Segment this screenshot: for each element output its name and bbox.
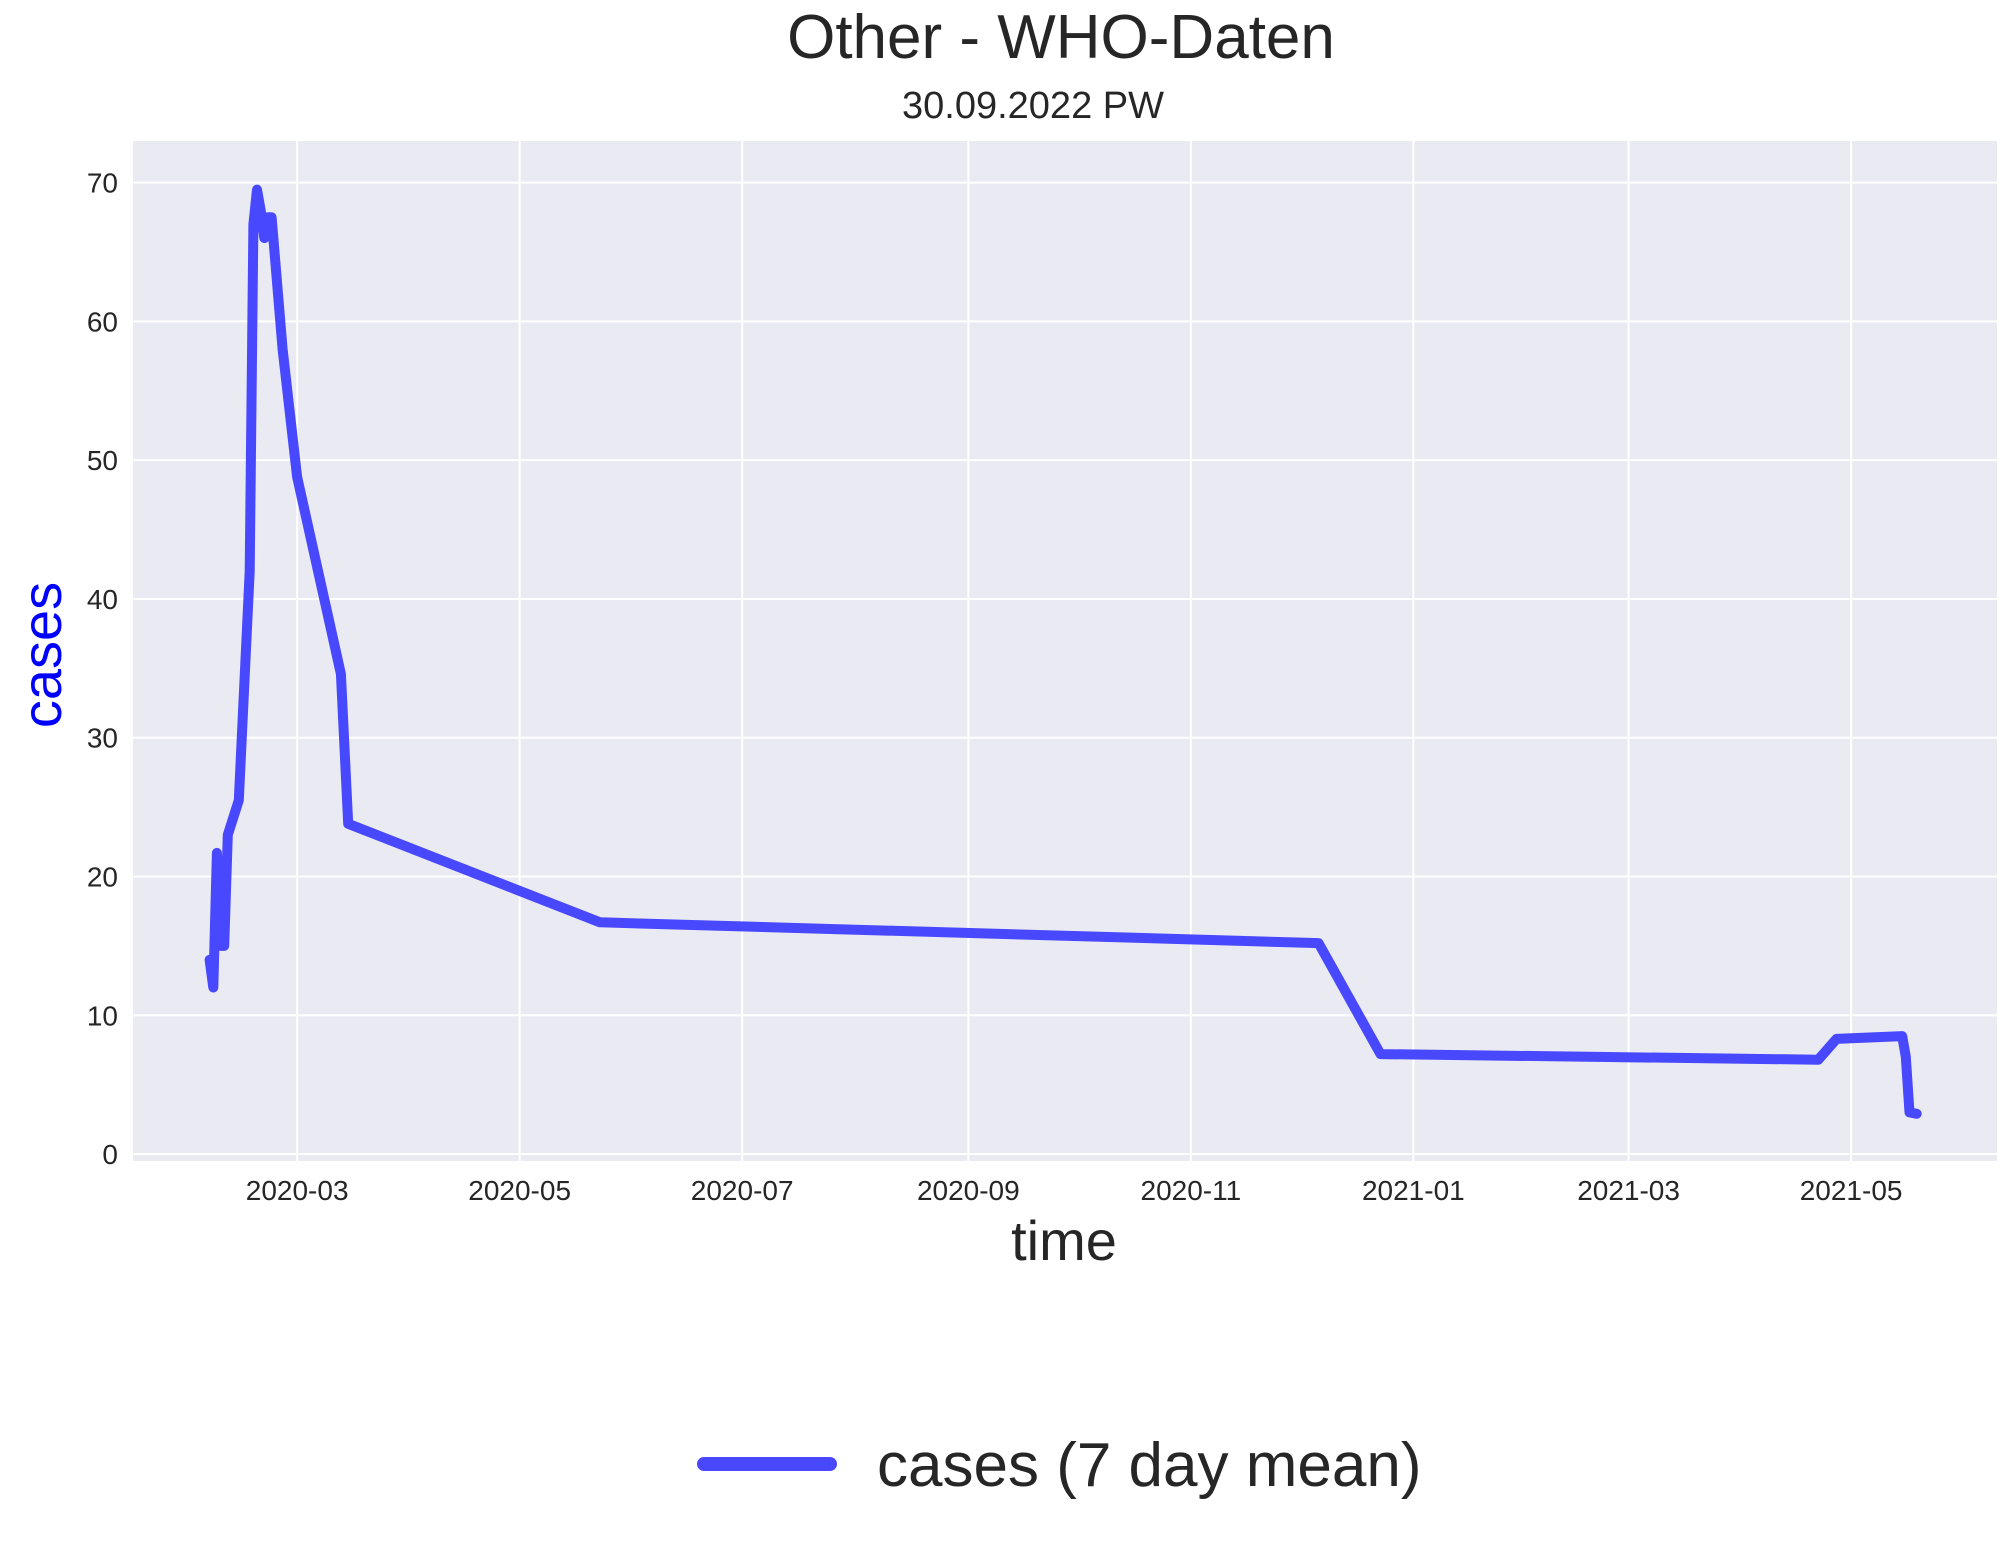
y-tick-label: 10 [87,1000,118,1031]
y-gridlines [133,181,1997,1156]
legend: cases (7 day mean) [697,1431,1421,1500]
x-tick-label: 2021-03 [1577,1175,1680,1206]
y-tick-label: 0 [102,1139,118,1170]
series-line [204,184,1922,1119]
x-tick-labels: 2020-03 2020-05 2020-07 2020-09 2020-11 2021-… [246,1175,1903,1206]
x-tick-label: 2021-05 [1800,1175,1903,1206]
y-axis-label: cases [10,582,73,728]
plot-area [133,141,1997,1161]
x-tick-label: 2020-05 [468,1175,571,1206]
series-layer [204,184,1922,1119]
chart-title: Other - WHO-Daten [787,3,1335,72]
y-tick-label: 40 [87,584,118,615]
y-tick-label: 60 [87,306,118,337]
x-tick-label: 2021-01 [1362,1175,1465,1206]
x-tick-label: 2020-07 [691,1175,794,1206]
chart-subtitle: 30.09.2022 PW [902,85,1164,127]
y-tick-labels: 0 10 20 30 40 50 60 70 [87,168,118,1170]
x-tick-label: 2020-03 [246,1175,349,1206]
x-axis-label: time [1011,1209,1117,1272]
y-tick-label: 50 [87,445,118,476]
y-tick-label: 30 [87,723,118,754]
x-tick-label: 2020-09 [917,1175,1020,1206]
y-tick-label: 20 [87,862,118,893]
x-tick-label: 2020-11 [1141,1175,1242,1206]
y-tick-label: 70 [87,168,118,199]
legend-label: cases (7 day mean) [877,1431,1421,1500]
x-gridlines [296,141,1853,1161]
